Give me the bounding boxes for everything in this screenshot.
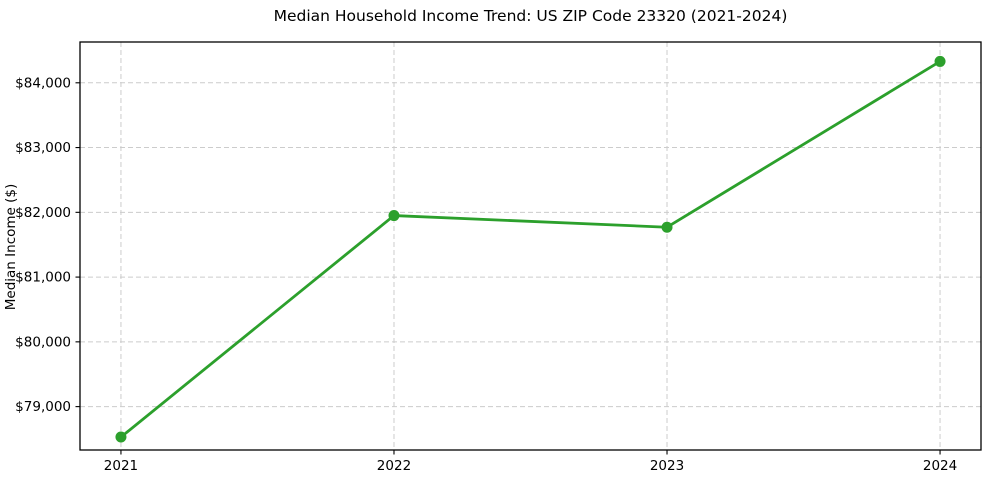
data-point: [115, 431, 127, 443]
data-point: [661, 221, 673, 233]
data-line: [119, 60, 942, 439]
axis-ticks: 2021 2022 2023 2024 $79,000 $80,000 $81,000 $82…: [15, 75, 957, 474]
y-tick-label: $81,000: [15, 270, 71, 286]
y-tick-label: $80,000: [15, 334, 71, 350]
y-tick-label: $79,000: [15, 399, 71, 415]
plot-frame: [79, 41, 982, 451]
data-point: [934, 55, 946, 67]
x-tick-label: 2024: [923, 458, 957, 474]
y-tick-label: $82,000: [15, 205, 71, 221]
y-axis-label: Median Income ($): [3, 184, 19, 310]
x-tick-label: 2021: [104, 458, 138, 474]
x-tick-label: 2023: [650, 458, 684, 474]
data-point: [388, 210, 400, 222]
chart-title: Median Household Income Trend: US ZIP Co…: [274, 7, 788, 25]
y-tick-label: $84,000: [15, 75, 71, 91]
data-series: [115, 55, 946, 443]
x-tick-label: 2022: [377, 458, 411, 474]
gridlines: [80, 42, 981, 450]
y-tick-label: $83,000: [15, 140, 71, 156]
